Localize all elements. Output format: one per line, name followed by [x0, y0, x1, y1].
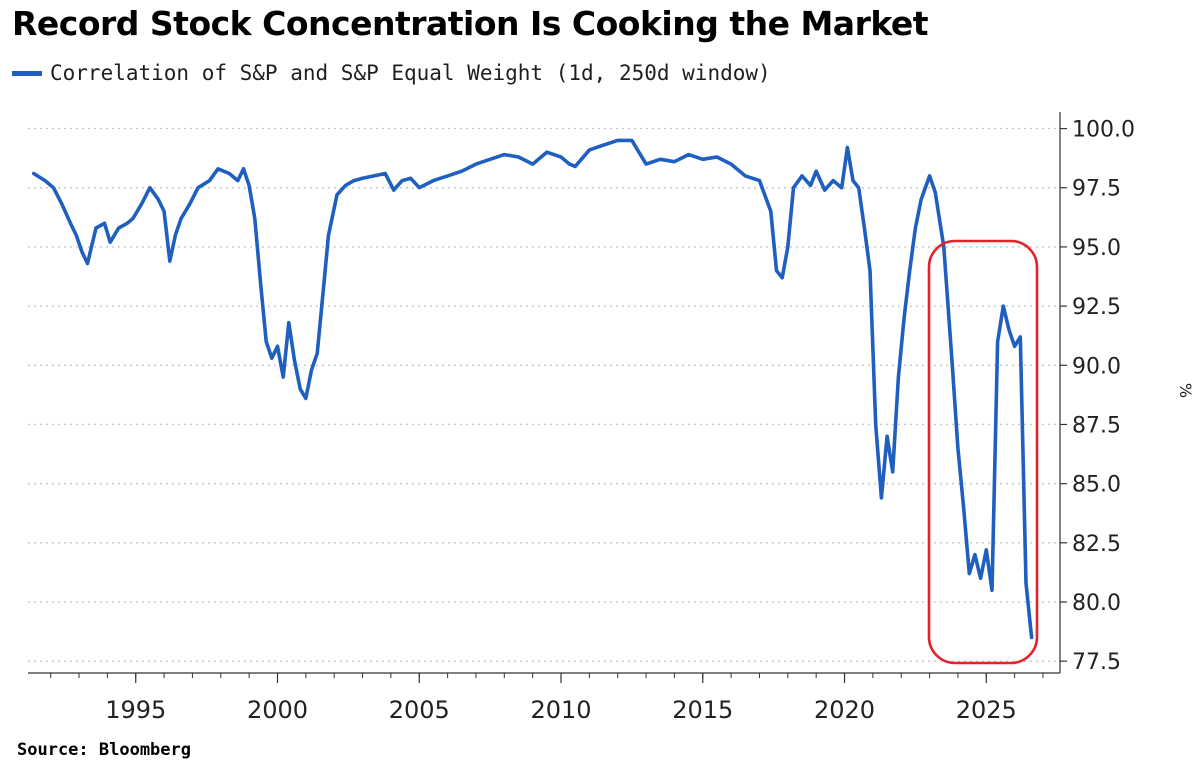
y-tick-label: 85.0 — [1072, 473, 1121, 498]
legend-label: Correlation of S&P and S&P Equal Weight … — [50, 61, 771, 85]
x-tick-label: 2000 — [247, 696, 308, 724]
chart-title: Record Stock Concentration Is Cooking th… — [12, 4, 929, 43]
x-tick-label: 2010 — [530, 696, 591, 724]
x-tick-label: 1995 — [105, 696, 166, 724]
chart-legend: Correlation of S&P and S&P Equal Weight … — [12, 58, 771, 88]
gridlines — [28, 127, 1060, 662]
y-tick-label: 90.0 — [1072, 354, 1121, 379]
y-tick-label: 100.0 — [1072, 118, 1135, 143]
x-axis-ticks: 1995 2000 2005 2010 2015 2020 2025 — [50, 673, 1044, 724]
y-tick-label: 80.0 — [1072, 591, 1121, 616]
x-tick-label: 2025 — [956, 696, 1017, 724]
x-tick-label: 2005 — [389, 696, 450, 724]
y-tick-label: 95.0 — [1072, 236, 1121, 261]
y-axis-label-group: % — [1176, 383, 1195, 398]
source-note: Source: Bloomberg — [17, 740, 191, 760]
x-tick-label: 2015 — [672, 696, 733, 724]
series-layer — [31, 138, 1034, 640]
y-tick-label: 97.5 — [1072, 177, 1121, 202]
y-tick-label: 82.5 — [1072, 532, 1121, 557]
axes — [28, 112, 1061, 674]
y-axis-label: % — [1176, 383, 1195, 398]
legend-swatch — [12, 70, 42, 76]
y-axis-ticks: 77.5 80.0 82.5 85.0 87.5 90.0 92.5 95.0 97.5 100.… — [1060, 118, 1135, 675]
x-tick-label: 2020 — [814, 696, 875, 724]
annotation-layer — [927, 239, 1039, 665]
series-line — [31, 138, 1034, 640]
y-tick-label: 77.5 — [1072, 650, 1121, 675]
highlight-box — [927, 239, 1039, 665]
y-tick-label: 87.5 — [1072, 413, 1121, 438]
y-tick-label: 92.5 — [1072, 295, 1121, 320]
